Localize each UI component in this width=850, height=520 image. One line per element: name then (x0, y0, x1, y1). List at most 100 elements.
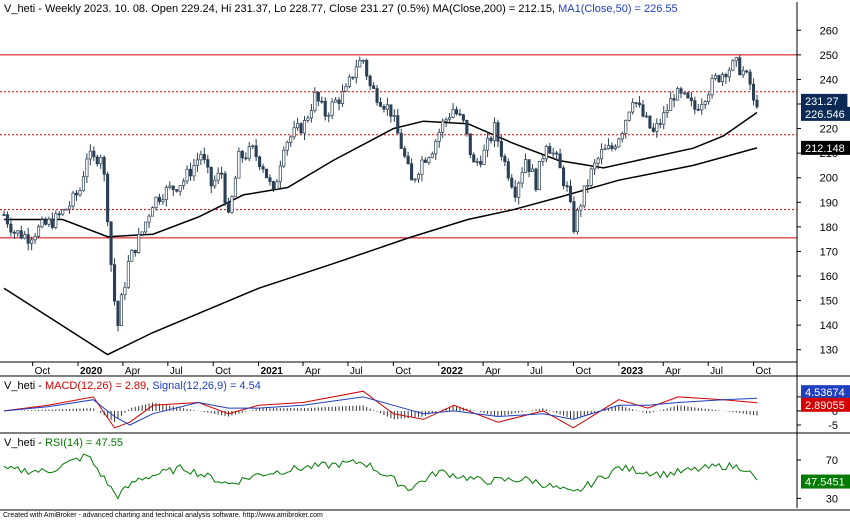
candle-body (437, 132, 441, 142)
candle-body (199, 154, 203, 161)
candle-body (734, 57, 738, 62)
candle-body (620, 133, 624, 140)
candle-body (296, 123, 300, 129)
x-tick-label: Oct (215, 366, 231, 377)
candle-body (565, 185, 569, 187)
candle-body (714, 75, 718, 79)
candle-body (95, 156, 99, 165)
candle-body (638, 102, 642, 106)
rsi-y-axis: 30 70 (797, 455, 838, 505)
x-tick-label: Apr (665, 366, 681, 377)
candle-body (655, 123, 659, 132)
candle-body (19, 230, 23, 239)
candle-body (413, 178, 417, 181)
candle-body (613, 146, 617, 150)
x-tick-label: 2023 (621, 366, 644, 377)
price-header: V_heti - Weekly 2023. 10. 08. Open 229.2… (4, 3, 678, 15)
candle-body (441, 120, 445, 133)
candle-body (36, 226, 41, 237)
candle-body (696, 108, 700, 111)
candle-body (755, 99, 759, 108)
candle-body (351, 76, 355, 79)
candle-body (323, 100, 327, 117)
candle-body (358, 60, 362, 68)
candle-body (206, 159, 210, 168)
candle-body (316, 92, 320, 102)
candle-body (551, 152, 555, 155)
candle-body (375, 88, 379, 103)
price-y-tick-label: 220 (820, 124, 838, 136)
candle-body (347, 76, 351, 87)
price-badge: 231.27 (805, 96, 839, 108)
price-y-tick-label: 250 (820, 50, 838, 62)
candle-body (223, 173, 227, 204)
rsi-line (3, 453, 758, 500)
x-tick-label: 2020 (80, 366, 103, 377)
candle-body (102, 156, 106, 175)
candle-body (537, 161, 541, 191)
candle-body (461, 114, 465, 121)
resistance-lines (0, 54, 797, 239)
candle-body (354, 66, 358, 78)
candle-body (264, 168, 269, 179)
price-y-tick-label: 160 (820, 271, 838, 283)
price-badge: 226.546 (805, 109, 845, 121)
candle-body (188, 168, 193, 177)
candle-body (382, 106, 386, 110)
candle-body (216, 172, 220, 181)
candle-body (486, 137, 490, 151)
candle-body (26, 234, 30, 244)
price-header-text: V_heti - Weekly 2023. 10. 08. Open 229.2… (4, 3, 558, 15)
candle-body (558, 153, 562, 169)
x-tick-label: Oct (395, 366, 411, 377)
candle-body (751, 83, 756, 101)
candle-body (651, 127, 655, 132)
candle-body (562, 167, 566, 186)
candle-body (458, 113, 462, 116)
candle-body (416, 174, 421, 180)
candle-body (275, 181, 279, 190)
macd-header-sep: , (146, 380, 152, 392)
candle-body (337, 99, 341, 104)
candle-body (320, 100, 324, 103)
candle-body (430, 153, 434, 158)
candle-body (268, 177, 272, 182)
candle-body (534, 168, 538, 191)
price-y-tick-label: 180 (820, 222, 838, 234)
price-y-tick-label: 170 (820, 246, 838, 258)
candle-body (254, 145, 258, 158)
macd-header-macd: MACD(12,26) = 2.89 (45, 380, 146, 392)
candle-body (682, 92, 687, 95)
candle-body (368, 75, 372, 87)
candle-body (278, 165, 282, 183)
candle-body (344, 85, 348, 92)
candle-body (220, 172, 224, 175)
candle-body (603, 148, 607, 151)
candle-body (748, 71, 752, 85)
candle-body (195, 159, 199, 166)
candle-body (396, 115, 400, 134)
candle-body (731, 60, 735, 71)
macd-y-tick-label: 0 (832, 406, 838, 418)
candle-body (593, 162, 597, 170)
candle-body (130, 249, 134, 262)
candle-body (555, 152, 559, 155)
candle-body (106, 173, 110, 223)
macd-header-prefix: V_heti - (4, 380, 45, 392)
candle-body (745, 70, 749, 73)
candle-body (119, 294, 123, 326)
candle-body (513, 186, 517, 198)
candle-body (213, 179, 217, 187)
candle-body (427, 157, 431, 163)
candle-body (568, 185, 573, 202)
candle-body (482, 149, 486, 165)
x-tick-label: 2021 (261, 366, 284, 377)
candle-body (641, 104, 645, 117)
candle-body (88, 150, 92, 160)
candle-body (61, 209, 65, 215)
candle-body (399, 132, 403, 149)
candle-body (624, 119, 628, 134)
footer-credit: Created with AmiBroker - advanced charti… (3, 512, 323, 519)
candle-body (582, 185, 586, 207)
